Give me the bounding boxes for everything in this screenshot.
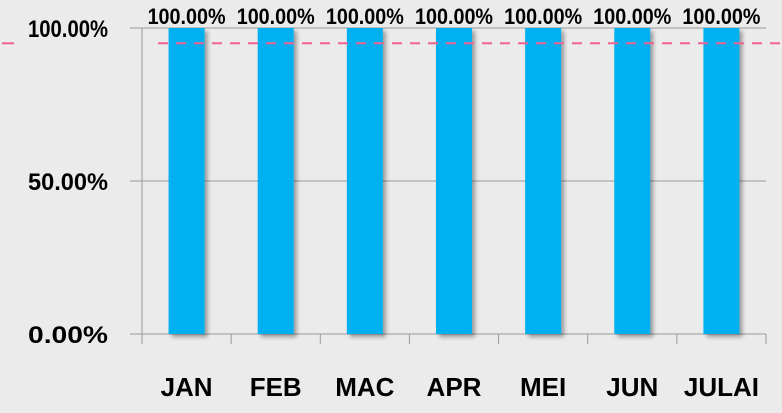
x-tick-label: JULAI — [684, 372, 759, 402]
bar — [614, 28, 651, 334]
x-tick-label: JAN — [161, 372, 213, 402]
bar — [346, 28, 383, 334]
data-label: 100.00% — [682, 4, 760, 29]
bar — [436, 28, 472, 334]
axes: 0.00% 50.00% 100.00% JAN FEB MAC APR MEI JUN JULA… — [28, 16, 767, 402]
data-labels: 100.00% 100.00% 100.00% 100.00% 100.00% 100.0… — [148, 4, 761, 29]
x-tick-label: MEI — [520, 372, 566, 402]
data-label: 100.00% — [148, 4, 226, 29]
bars — [168, 28, 740, 334]
data-label: 100.00% — [504, 4, 582, 29]
bar — [703, 28, 740, 334]
x-tick-label: JUN — [606, 372, 658, 402]
x-tick-label: MAC — [335, 372, 394, 402]
x-tick-label: APR — [427, 372, 482, 402]
data-label: 100.00% — [593, 4, 671, 29]
y-tick-label: 0.00% — [28, 322, 108, 349]
data-label: 100.00% — [415, 4, 493, 29]
y-tick-label: 100.00% — [28, 16, 108, 43]
data-label: 100.00% — [326, 4, 404, 29]
y-tick-label: 50.00% — [28, 169, 108, 196]
bar — [257, 28, 294, 334]
data-label: 100.00% — [237, 4, 315, 29]
bar — [525, 28, 562, 334]
bar — [168, 28, 205, 334]
x-tick-label: FEB — [250, 372, 302, 402]
